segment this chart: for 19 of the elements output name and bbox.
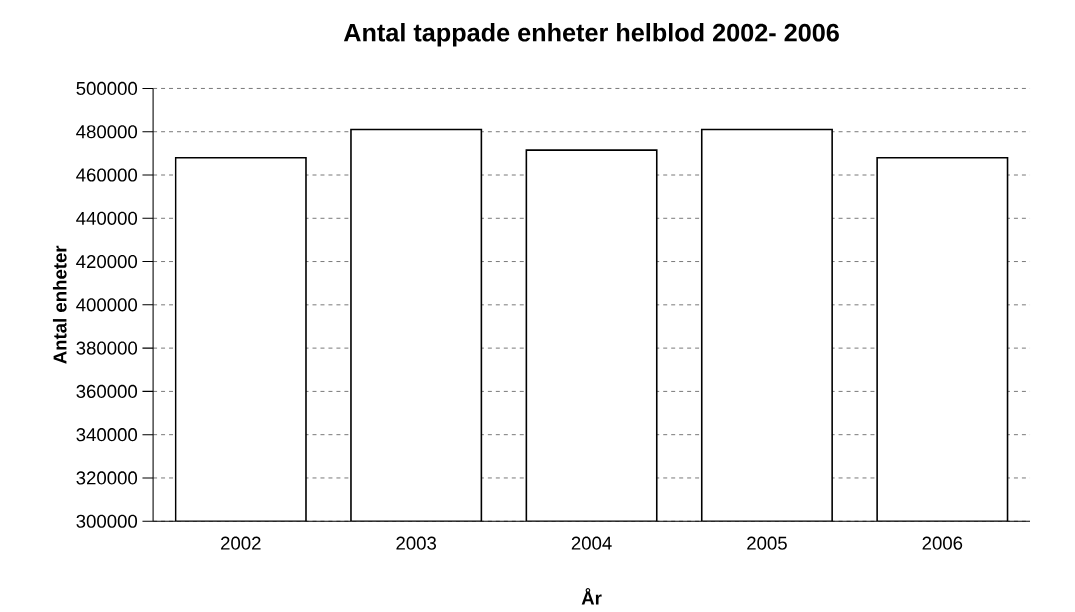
y-tick-label: 340000: [76, 428, 138, 442]
y-tick-label: 420000: [76, 254, 138, 269]
y-tick-label: 500000: [76, 81, 138, 96]
chart-title: Antal tappade enheter helblod 2002- 2006: [343, 23, 839, 47]
x-axis-title: År: [581, 588, 602, 605]
x-tick-label: 2004: [571, 536, 612, 550]
y-tick-label: 440000: [76, 211, 138, 225]
y-tick-label: 300000: [76, 514, 138, 528]
x-tick-label: 2005: [747, 536, 787, 550]
y-tick-label: 460000: [76, 168, 138, 182]
x-tick-label: 2002: [221, 536, 261, 550]
y-axis-title: Antal enheter: [52, 245, 67, 364]
y-tick-label: 360000: [76, 384, 138, 399]
x-tick-label: 2006: [922, 536, 963, 550]
y-tick-label: 320000: [76, 471, 138, 485]
y-tick-label: 400000: [76, 298, 138, 312]
x-tick-label: 2003: [396, 536, 437, 550]
y-tick-label: 480000: [76, 125, 138, 139]
y-tick-label: 380000: [76, 341, 138, 355]
